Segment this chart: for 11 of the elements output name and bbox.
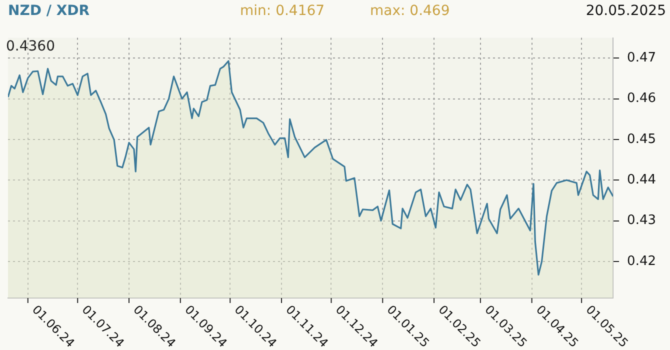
y-tick-label: 0.43: [627, 213, 656, 228]
annotation: 0.4360: [6, 38, 55, 54]
y-tick-label: 0.46: [627, 91, 656, 106]
text: max: 0.469: [370, 3, 450, 19]
text: min: 0.4167: [240, 3, 325, 19]
y-tick-label: 0.42: [627, 254, 656, 269]
y-tick-label: 0.44: [627, 172, 656, 188]
y-tick-label: 0.45: [627, 132, 656, 147]
chart-title: NZD / XDR: [8, 3, 90, 19]
text: 20.05.2025: [586, 3, 666, 19]
y-tick-label: 0.47: [627, 50, 656, 66]
